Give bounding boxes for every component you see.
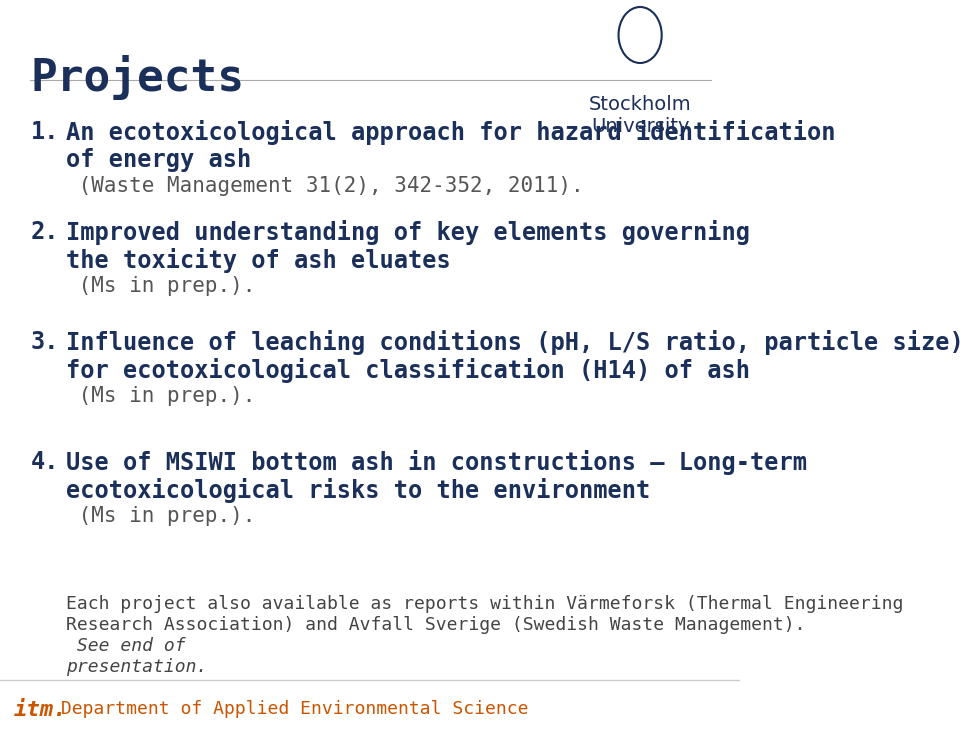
Text: 4.: 4. [31, 450, 60, 474]
Text: Use of MSIWI bottom ash in constructions – Long-term: Use of MSIWI bottom ash in constructions… [65, 450, 806, 475]
Text: 3.: 3. [31, 330, 60, 354]
Text: 1.: 1. [31, 120, 60, 144]
Text: Department of Applied Environmental Science: Department of Applied Environmental Scie… [50, 700, 529, 718]
Text: (Ms in prep.).: (Ms in prep.). [65, 276, 255, 296]
Text: Influence of leaching conditions (pH, L/S ratio, particle size): Influence of leaching conditions (pH, L/… [65, 330, 960, 355]
Text: An ecotoxicological approach for hazard identification: An ecotoxicological approach for hazard … [65, 120, 835, 145]
Text: See end of
presentation.: See end of presentation. [65, 637, 207, 676]
Text: ecotoxicological risks to the environment: ecotoxicological risks to the environmen… [65, 478, 650, 503]
Text: Improved understanding of key elements governing: Improved understanding of key elements g… [65, 220, 750, 245]
Text: of energy ash: of energy ash [65, 148, 251, 172]
Text: (Ms in prep.).: (Ms in prep.). [65, 386, 255, 406]
Text: Projects: Projects [31, 55, 245, 100]
Text: for ecotoxicological classification (H14) of ash: for ecotoxicological classification (H14… [65, 358, 750, 383]
Text: Each project also available as reports within Värmeforsk (Thermal Engineering
Re: Each project also available as reports w… [65, 595, 903, 634]
Text: (Ms in prep.).: (Ms in prep.). [65, 506, 255, 526]
Text: the toxicity of ash eluates: the toxicity of ash eluates [65, 248, 450, 273]
Text: Stockholm
University: Stockholm University [588, 95, 691, 136]
Text: itm.: itm. [13, 700, 67, 720]
Text: 2.: 2. [31, 220, 60, 244]
Text: (Waste Management 31(2), 342-352, 2011).: (Waste Management 31(2), 342-352, 2011). [65, 176, 583, 196]
